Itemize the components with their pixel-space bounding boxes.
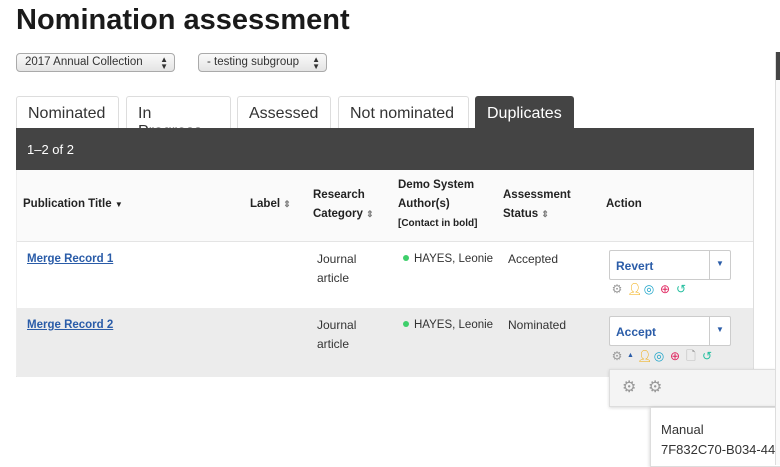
action-dropdown[interactable]: Accept ▼ [609,316,731,346]
history-icon[interactable]: ↺ [701,349,713,363]
caret-down-icon[interactable]: ▼ [709,251,730,279]
header-action: Action [606,198,642,210]
group-select[interactable]: - testing subgroup ▲ ▼ [198,53,327,72]
tooltip-line: 7F832C70-B034-4489 [661,442,780,457]
collection-value: 2017 Annual Collection [25,56,143,68]
sort-research-category[interactable]: Research Category ⇕ [313,186,374,224]
side-panel [775,52,780,465]
author: HAYES, Leonie [403,250,493,269]
category-line: article [317,337,350,351]
table-row: Merge Record 1 Journal article HAYES, Leo… [17,242,753,308]
header-authors: Demo System Author(s) [Contact in bold] [398,176,477,233]
author-name: HAYES, Leonie [414,319,494,331]
tooltip: Manual 7F832C70-B034-4489 [650,407,780,467]
status-dot-icon [403,255,409,261]
header-label: Research [313,189,365,201]
tab-nominated[interactable]: Nominated [16,96,119,128]
target-cursor-icon[interactable]: ◎ [643,282,655,296]
header-label: [Contact in bold] [398,218,478,229]
sort-desc-icon: ▼ [114,200,123,209]
tab-duplicates[interactable]: Duplicates [475,96,574,128]
person-icon[interactable]: 👤︎ [627,282,643,296]
table-header: Publication Title ▼ Label ⇕ Research Cate… [17,170,753,242]
caret-up-icon[interactable]: ▲ [627,352,634,359]
gear-popover: ⚙ ⚙ [609,369,777,407]
person-icon[interactable]: 👤︎ [637,349,653,363]
assessment-status: Accepted [508,252,559,266]
assessment-status: Nominated [508,318,567,332]
category-line: Journal [317,252,357,266]
table-row: Merge Record 2 Journal article HAYES, Leo… [17,308,753,377]
header-label: Author(s) [398,198,450,210]
tooltip-line: Manual [661,422,704,437]
header-label: Publication Title [23,198,112,210]
category-line: Journal [317,318,357,332]
results-table: Publication Title ▼ Label ⇕ Research Cate… [16,170,754,377]
research-category: Journal article [317,316,356,354]
document-icon[interactable]: 🗋︎ [686,349,696,363]
updown-icon: ▲ ▼ [312,55,320,71]
author-name: HAYES, Leonie [414,253,494,265]
zoom-in-icon[interactable]: ⊕ [669,349,681,363]
gear-icon[interactable]: ⚙ [648,379,663,396]
sort-icon: ⇕ [541,209,549,219]
target-cursor-icon[interactable]: ◎ [653,349,665,363]
header-label: Category [313,208,363,220]
header-label: Demo System [398,179,475,191]
results-count: 1–2 of 2 [16,128,754,170]
tab-in-progress[interactable]: In Progress [126,96,231,140]
gear-icon[interactable]: ⚙ [622,379,637,396]
sort-publication-title[interactable]: Publication Title ▼ [23,195,123,214]
category-line: article [317,271,350,285]
gear-icon[interactable]: ⚙ [611,349,623,363]
tab-not-nominated[interactable]: Not nominated [338,96,469,128]
action-label: Revert [616,259,654,273]
research-category: Journal article [317,250,356,288]
caret-down-icon[interactable]: ▼ [709,317,730,345]
page-title: Nomination assessment [16,4,350,36]
updown-icon: ▲ ▼ [160,55,168,71]
count-text: 1–2 of 2 [27,142,74,157]
header-label: Status [503,208,539,220]
publication-link[interactable]: Merge Record 2 [27,319,114,331]
sort-icon: ⇕ [283,199,291,209]
author: HAYES, Leonie [403,316,493,335]
status-dot-icon [403,321,409,327]
header-label: Assessment [503,189,571,201]
publication-link[interactable]: Merge Record 1 [27,253,114,265]
collection-select[interactable]: 2017 Annual Collection ▲ ▼ [16,53,175,72]
side-panel-header [776,52,780,80]
tab-assessed[interactable]: Assessed [237,96,331,128]
gear-icon[interactable]: ⚙ [611,282,623,296]
sort-label[interactable]: Label ⇕ [250,195,291,214]
zoom-in-icon[interactable]: ⊕ [659,282,671,296]
action-dropdown[interactable]: Revert ▼ [609,250,731,280]
sort-icon: ⇕ [366,209,374,219]
action-label: Accept [616,325,657,339]
sort-assessment-status[interactable]: Assessment Status ⇕ [503,186,571,224]
group-value: - testing subgroup [207,56,300,68]
history-icon[interactable]: ↺ [675,282,687,296]
header-label: Label [250,198,281,210]
